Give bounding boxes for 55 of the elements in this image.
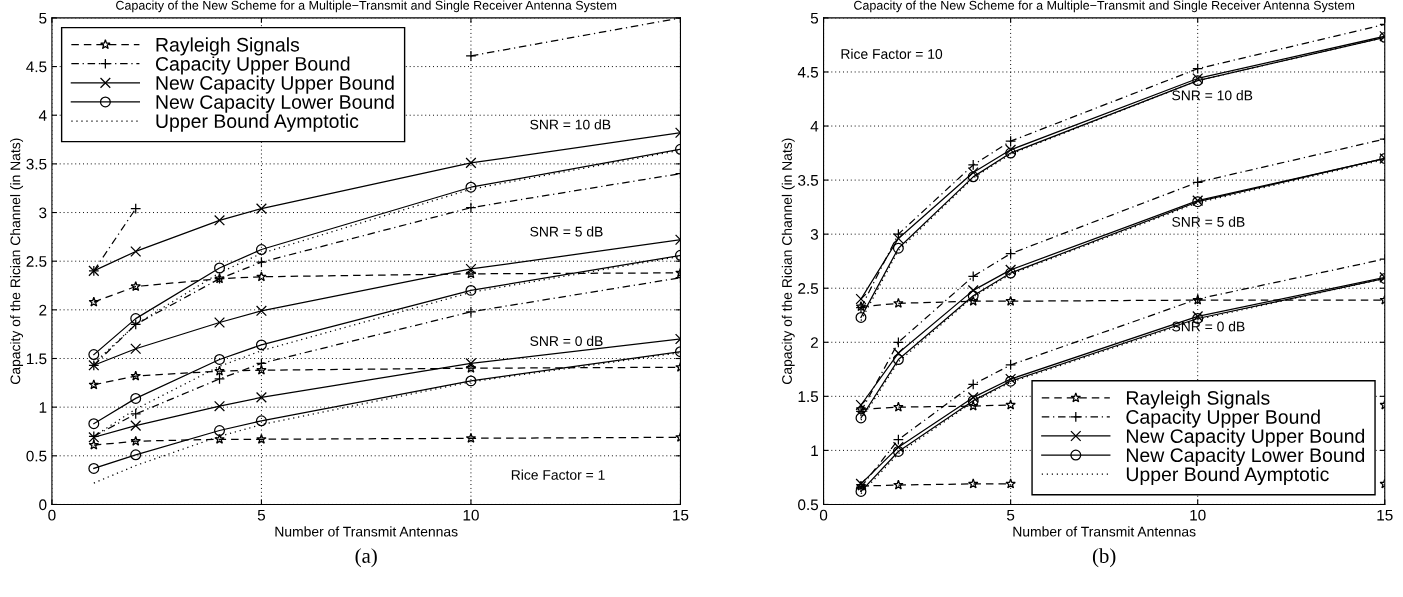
y-tick-label: 3.5 xyxy=(26,158,47,170)
x-tick-label: 15 xyxy=(1377,509,1393,521)
legend-label: Rayleigh Signals xyxy=(156,37,300,56)
x-tick-label: 10 xyxy=(463,509,479,521)
y-axis-title: Capacity of the Rician Channel (in Nats) xyxy=(781,138,795,384)
x-tick-label: 5 xyxy=(1006,509,1015,521)
y-tick-label: 0.5 xyxy=(798,499,819,511)
legend-label: Upper Bound Aymptotic xyxy=(156,113,359,132)
y-tick-label: 0 xyxy=(39,499,47,511)
legend-label: Capacity Upper Bound xyxy=(155,56,350,75)
legend-label: New Capacity Upper Bound xyxy=(1126,428,1365,447)
y-tick-label: 4 xyxy=(810,121,819,132)
text: (b) xyxy=(1092,548,1116,568)
annotation: SNR = 0 dB xyxy=(1172,321,1245,332)
y-tick-label: 2.5 xyxy=(26,256,47,267)
legend-label: New Capacity Lower Bound xyxy=(156,94,394,113)
text: (a) xyxy=(355,548,377,568)
x-tick-label: 0 xyxy=(819,509,828,521)
annotation: SNR = 5 dB xyxy=(1172,216,1245,227)
y-tick-label: 5 xyxy=(810,12,819,24)
annotation: SNR = 0 dB xyxy=(530,335,603,347)
annotation: SNR = 10 dB xyxy=(1172,90,1253,101)
y-tick-label: 0.5 xyxy=(26,450,47,462)
y-tick-label: 2 xyxy=(810,337,818,348)
y-tick-label: 5 xyxy=(39,12,47,24)
x-tick-label: 15 xyxy=(673,509,689,521)
y-tick-label: 4.5 xyxy=(797,67,819,78)
chart-title: Capacity of the New Scheme for a Multiple−Transmit and Single Receiver Antenna System xyxy=(854,0,1355,13)
legend-label: Capacity Upper Bound xyxy=(1126,409,1320,428)
y-tick-label: 1 xyxy=(811,445,818,456)
y-axis-title: Capacity of the Rician Channel (in Nats) xyxy=(10,138,24,384)
x-axis-title: Number of Transmit Antennas xyxy=(275,526,458,537)
x-tick-label: 0 xyxy=(48,509,56,521)
y-tick-label: 3.5 xyxy=(798,174,819,186)
y-tick-label: 2 xyxy=(39,304,47,316)
annotation: Rice Factor = 10 xyxy=(841,48,943,59)
y-tick-label: 4.5 xyxy=(26,61,47,73)
y-tick-label: 3 xyxy=(39,207,47,219)
y-tick-label: 1.5 xyxy=(798,391,819,403)
chart-title: Capacity of the New Scheme for a Multiple−Transmit and Single Receiver Antenna System xyxy=(116,0,617,13)
y-tick-label: 4 xyxy=(38,110,47,121)
legend-label: Upper Bound Aymptotic xyxy=(1126,466,1329,486)
legend-label: New Capacity Upper Bound xyxy=(156,75,394,94)
x-axis-title: Number of Transmit Antennas xyxy=(1013,526,1196,537)
x-tick-label: 10 xyxy=(1190,509,1206,521)
annotation: Rice Factor = 1 xyxy=(511,469,605,480)
annotation: SNR = 10 dB xyxy=(530,119,611,130)
y-tick-label: 1.5 xyxy=(26,353,47,365)
annotation: SNR = 5 dB xyxy=(530,226,603,237)
x-tick-label: 5 xyxy=(257,509,266,521)
y-tick-label: 2.5 xyxy=(798,283,819,294)
legend-label: Rayleigh Signals xyxy=(1126,390,1270,409)
y-tick-label: 1 xyxy=(39,402,47,413)
legend-label: New Capacity Lower Bound xyxy=(1126,447,1365,466)
y-tick-label: 3 xyxy=(810,229,819,240)
